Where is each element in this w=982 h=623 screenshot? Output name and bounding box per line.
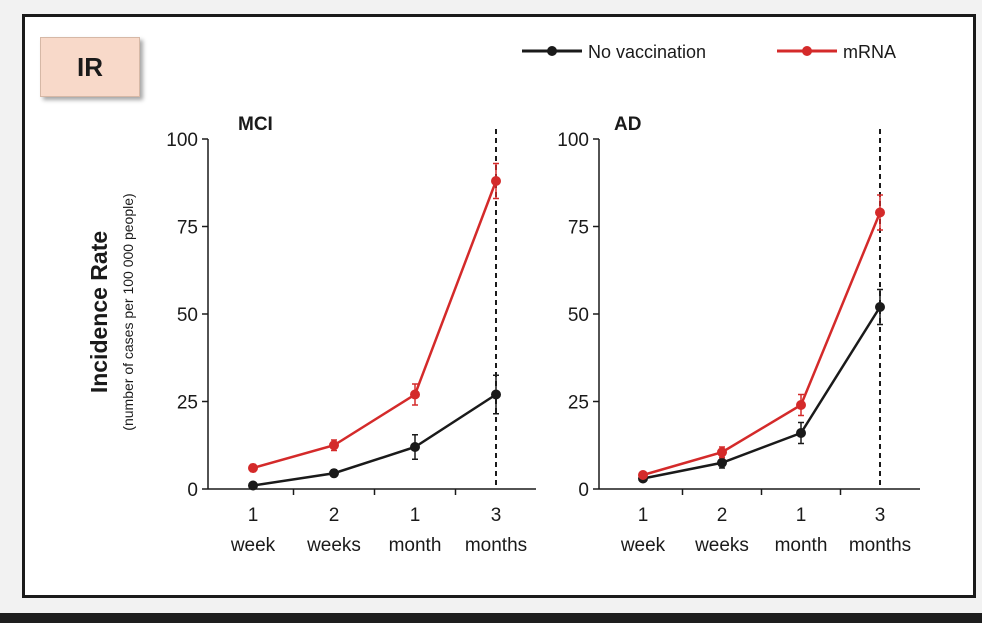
mci-x-tick-label-unit-1: weeks <box>306 535 361 556</box>
ad-no-vaccination-point-3 <box>875 302 885 312</box>
ad-x-tick-label-unit-3: months <box>849 535 911 556</box>
legend-mrna-label: mRNA <box>843 42 896 62</box>
mci-x-tick-label-num-0: 1 <box>248 505 259 526</box>
mci-no-vaccination-line <box>252 393 497 487</box>
ad-no-vaccination-line <box>642 306 882 480</box>
ad-y-tick-label-50: 50 <box>568 305 589 326</box>
ad-y-tick-label-75: 75 <box>568 218 589 239</box>
mci-y-tick-label-75: 75 <box>177 218 198 239</box>
ad-title: AD <box>614 114 641 135</box>
chart-panel-mci: MCI 0 25 50 75 100 1 week 2 weeks 1 month 3 months <box>166 114 536 556</box>
ad-mrna-line <box>642 212 882 477</box>
y-axis-sublabel-group: (number of cases per 100 000 people) <box>120 193 136 430</box>
bottom-bar <box>0 613 982 623</box>
ad-x-tick-label-unit-0: week <box>620 535 666 556</box>
mci-no-vaccination-point-1 <box>329 468 339 479</box>
ir-badge: IR <box>40 37 140 97</box>
mci-mrna-point-0 <box>248 463 258 473</box>
ir-badge-label: IR <box>77 51 103 82</box>
y-axis-sublabel: (number of cases per 100 000 people) <box>120 193 136 430</box>
ad-x-tick-label-num-3: 3 <box>875 505 886 526</box>
mci-y-tick-label-50: 50 <box>177 305 198 326</box>
mci-mrna-point-2 <box>410 389 420 400</box>
ad-x-tick-label-unit-2: month <box>775 535 828 556</box>
mci-mrna-point-1 <box>329 440 339 451</box>
mci-x-tick-label-num-2: 1 <box>410 505 421 526</box>
ad-mrna-point-0 <box>638 470 648 480</box>
mci-mrna-point-3 <box>491 176 501 186</box>
mci-title: MCI <box>238 114 273 135</box>
figure-frame <box>22 14 976 598</box>
ad-x-tick-label-unit-1: weeks <box>694 535 749 556</box>
legend-mrna-marker <box>802 46 812 56</box>
mci-y-tick-label-100: 100 <box>166 130 198 151</box>
mci-x-tick-label-unit-2: month <box>389 535 442 556</box>
mci-x-tick-label-unit-3: months <box>465 535 527 556</box>
mci-x-tick-label-num-3: 3 <box>491 505 502 526</box>
legend: No vaccination mRNA <box>522 42 896 62</box>
ad-x-tick-label-num-2: 1 <box>796 505 807 526</box>
y-axis-label-group: Incidence Rate <box>86 231 112 393</box>
mci-no-vaccination-point-2 <box>410 442 420 452</box>
mci-mrna-line <box>252 180 498 470</box>
ad-mrna-point-3 <box>875 207 885 218</box>
chart-panel-ad: AD 0 25 50 75 100 1 week 2 weeks 1 month 3 months <box>557 114 920 556</box>
ad-x-tick-label-num-1: 2 <box>717 505 728 526</box>
ad-x-tick-label-num-0: 1 <box>638 505 649 526</box>
mci-no-vaccination-point-0 <box>248 480 258 491</box>
legend-no-vaccination-marker <box>547 46 557 56</box>
legend-no-vaccination-label: No vaccination <box>588 42 706 62</box>
y-axis-label: Incidence Rate <box>86 231 112 393</box>
ad-y-tick-label-0: 0 <box>578 480 589 501</box>
ad-no-vaccination-point-2 <box>796 428 806 438</box>
ad-mrna-point-1 <box>717 447 727 458</box>
ad-y-tick-label-25: 25 <box>568 393 589 414</box>
ad-mrna-point-2 <box>796 400 806 410</box>
mci-x-tick-label-num-1: 2 <box>329 505 340 526</box>
mci-no-vaccination-point-3 <box>491 389 501 400</box>
ad-y-tick-label-100: 100 <box>557 130 589 151</box>
mci-y-tick-label-0: 0 <box>187 480 198 501</box>
mci-x-tick-label-unit-0: week <box>230 535 276 556</box>
mci-y-tick-label-25: 25 <box>177 393 198 414</box>
ad-no-vaccination-point-1 <box>717 457 727 468</box>
